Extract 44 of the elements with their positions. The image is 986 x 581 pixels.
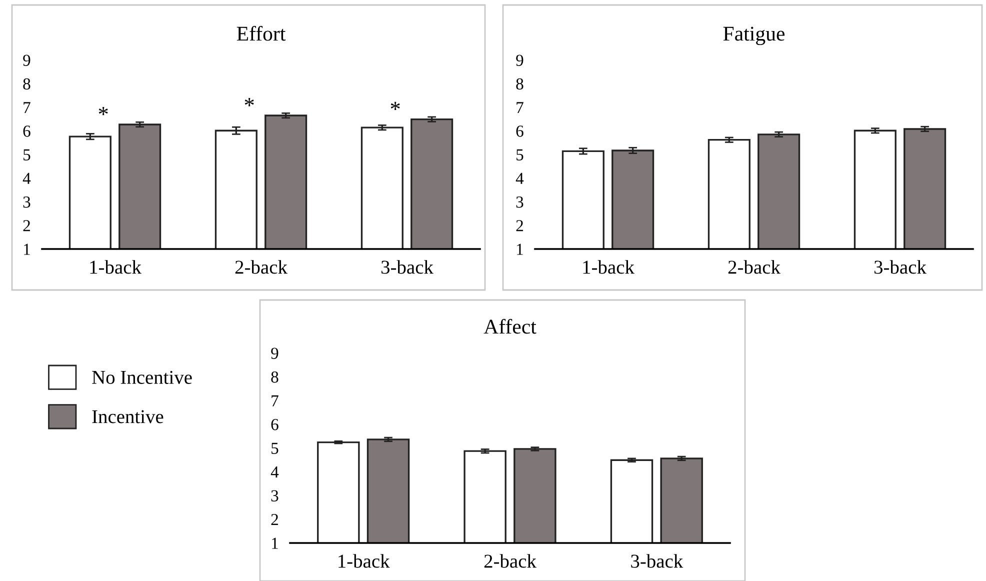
x-tick-label: 3-back (631, 554, 684, 568)
x-tick-label: 2-back (484, 554, 536, 568)
y-tick-label: 2 (23, 220, 30, 232)
annotation: * (244, 98, 254, 106)
chart-title: Effort (236, 26, 286, 41)
y-tick-label: 3 (271, 490, 278, 502)
y-tick-label: 1 (272, 538, 278, 549)
y-tick-label: 7 (272, 395, 278, 406)
y-tick-label: 8 (271, 371, 278, 383)
x-tick-label: 2-back (235, 260, 288, 274)
y-tick-label: 9 (516, 54, 524, 66)
y-tick-label: 7 (516, 102, 524, 114)
y-tick-label: 4 (516, 172, 524, 184)
x-tick-label: 1-back (338, 554, 390, 568)
x-tick-label: 2-back (728, 260, 780, 274)
y-tick-label: 9 (271, 348, 278, 359)
chart-title: Fatigue (723, 26, 785, 46)
y-tick-label: 3 (516, 196, 524, 208)
y-tick-label: 6 (516, 126, 524, 137)
annotation: * (98, 107, 108, 116)
y-tick-label: 8 (23, 78, 30, 90)
y-tick-label: 2 (271, 514, 278, 526)
y-tick-label: 9 (23, 54, 30, 66)
y-tick-label: 7 (24, 102, 30, 114)
y-tick-label: 4 (22, 172, 31, 184)
y-tick-label: 6 (271, 418, 278, 430)
y-tick-label: 6 (23, 126, 30, 137)
y-tick-label: 5 (272, 442, 278, 454)
y-tick-label: 5 (516, 149, 524, 160)
legend-label: Incentive (92, 410, 164, 424)
x-tick-label: 1-back (90, 260, 142, 274)
y-tick-label: 2 (516, 220, 523, 232)
x-tick-label: 1-back (583, 260, 634, 274)
legend-label: No Incentive (92, 370, 192, 384)
annotation: * (390, 102, 400, 110)
y-tick-label: 8 (516, 78, 524, 90)
chart-title: Affect (484, 318, 536, 334)
y-tick-label: 3 (23, 196, 30, 208)
x-tick-label: 3-back (874, 260, 926, 274)
y-tick-label: 4 (270, 466, 279, 478)
y-tick-label: 1 (24, 244, 30, 255)
y-tick-label: 5 (24, 149, 30, 160)
x-tick-label: 3-back (381, 260, 434, 274)
y-tick-label: 1 (517, 244, 523, 255)
